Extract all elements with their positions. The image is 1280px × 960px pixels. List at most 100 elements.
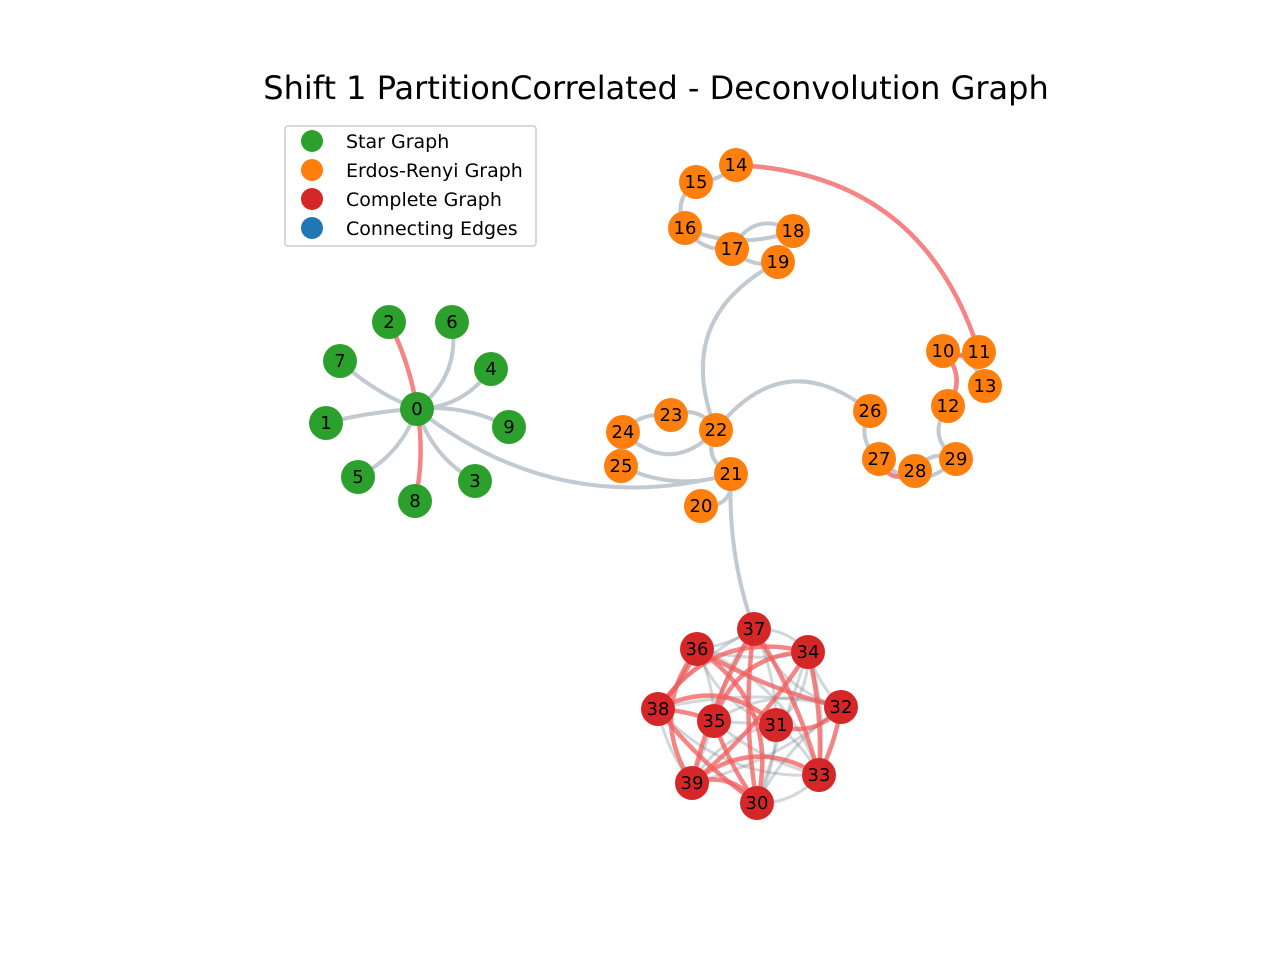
legend-marker — [301, 188, 323, 210]
node-label: 4 — [485, 359, 496, 380]
legend-label: Complete Graph — [346, 189, 502, 211]
node-circle — [323, 344, 357, 378]
node-7: 7 — [323, 344, 357, 378]
node-circle — [719, 148, 753, 182]
node-label: 24 — [612, 422, 635, 443]
node-label: 39 — [681, 773, 704, 794]
node-circle — [853, 394, 887, 428]
node-6: 6 — [435, 305, 469, 339]
node-label: 30 — [746, 793, 769, 814]
node-34: 34 — [791, 635, 825, 669]
node-9: 9 — [492, 410, 526, 444]
legend-item: Star Graph — [301, 130, 449, 153]
node-label: 17 — [721, 239, 744, 260]
node-label: 26 — [859, 401, 882, 422]
node-circle — [699, 413, 733, 447]
node-0: 0 — [400, 392, 434, 426]
node-circle — [776, 214, 810, 248]
node-29: 29 — [939, 442, 973, 476]
node-circle — [962, 335, 996, 369]
legend-item: Erdos-Renyi Graph — [301, 159, 523, 182]
node-circle — [680, 632, 714, 666]
node-32: 32 — [824, 690, 858, 724]
edge-37-39 — [689, 626, 757, 786]
node-circle — [309, 406, 343, 440]
node-2: 2 — [372, 305, 406, 339]
node-36: 36 — [680, 632, 714, 666]
node-label: 13 — [974, 376, 997, 397]
node-38: 38 — [641, 692, 675, 726]
figure-title: Shift 1 PartitionCorrelated - Deconvolut… — [263, 69, 1048, 107]
node-circle — [474, 352, 508, 386]
node-label: 36 — [686, 639, 709, 660]
node-5: 5 — [341, 460, 375, 494]
node-21: 21 — [714, 457, 748, 491]
node-35: 35 — [697, 704, 731, 738]
edge-30-37 — [746, 626, 760, 806]
node-label: 5 — [352, 467, 363, 488]
node-label: 29 — [945, 449, 968, 470]
node-26: 26 — [853, 394, 887, 428]
node-16: 16 — [668, 211, 702, 245]
node-label: 15 — [685, 172, 708, 193]
node-28: 28 — [898, 454, 932, 488]
node-circle — [492, 410, 526, 444]
node-circle — [802, 758, 836, 792]
node-circle — [931, 389, 965, 423]
edge-19-22 — [700, 260, 780, 432]
node-circle — [398, 484, 432, 518]
node-20: 20 — [684, 489, 718, 523]
node-circle — [824, 690, 858, 724]
node-circle — [654, 398, 688, 432]
node-13: 13 — [968, 369, 1002, 403]
node-8: 8 — [398, 484, 432, 518]
node-label: 20 — [690, 496, 713, 517]
node-circle — [668, 211, 702, 245]
node-39: 39 — [675, 766, 709, 800]
node-circle — [761, 245, 795, 279]
node-label: 32 — [830, 697, 853, 718]
legend-item: Complete Graph — [301, 188, 502, 211]
legend-label: Star Graph — [346, 131, 449, 153]
node-24: 24 — [606, 415, 640, 449]
edge-21-37 — [728, 472, 756, 631]
node-1: 1 — [309, 406, 343, 440]
node-label: 2 — [383, 312, 394, 333]
edge-14-11 — [733, 162, 982, 355]
edge-22-26 — [714, 379, 872, 432]
node-12: 12 — [931, 389, 965, 423]
node-label: 10 — [932, 341, 955, 362]
node-30: 30 — [740, 786, 774, 820]
node-circle — [715, 232, 749, 266]
edge-30-36 — [694, 646, 765, 806]
edge-32-36 — [694, 646, 844, 710]
node-circle — [675, 766, 709, 800]
edge-33-39 — [689, 754, 822, 786]
node-18: 18 — [776, 214, 810, 248]
node-circle — [791, 635, 825, 669]
node-label: 11 — [968, 342, 991, 363]
node-4: 4 — [474, 352, 508, 386]
legend: Star Graph Erdos-Renyi Graph Complete Grap… — [284, 125, 537, 247]
node-label: 33 — [808, 765, 831, 786]
node-circle — [604, 449, 638, 483]
node-circle — [714, 457, 748, 491]
node-label: 6 — [446, 312, 457, 333]
node-label: 27 — [868, 449, 891, 470]
node-label: 35 — [703, 711, 726, 732]
node-circle — [926, 334, 960, 368]
node-label: 8 — [409, 491, 420, 512]
node-label: 18 — [782, 221, 805, 242]
node-label: 25 — [610, 456, 633, 477]
node-label: 9 — [503, 417, 514, 438]
node-33: 33 — [802, 758, 836, 792]
node-circle — [341, 460, 375, 494]
node-3: 3 — [458, 464, 492, 498]
node-circle — [458, 464, 492, 498]
node-label: 21 — [720, 464, 743, 485]
node-circle — [737, 612, 771, 646]
legend-item: Connecting Edges — [301, 217, 518, 240]
node-label: 22 — [705, 420, 728, 441]
